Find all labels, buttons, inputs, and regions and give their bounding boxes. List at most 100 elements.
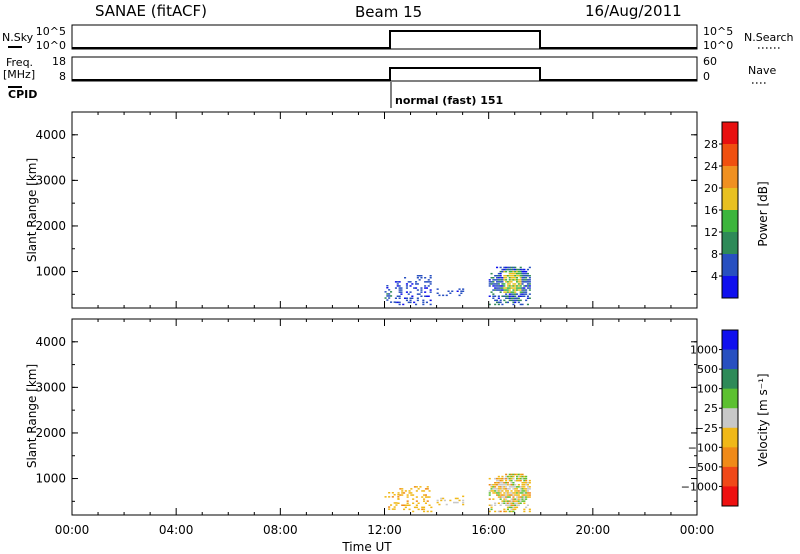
scatter-cell xyxy=(397,502,400,504)
scatter-cell xyxy=(525,277,528,279)
scatter-cell xyxy=(496,494,499,496)
scatter-cell xyxy=(521,287,524,289)
scatter-cell xyxy=(517,484,520,486)
scatter-cell xyxy=(399,488,402,490)
scatter-cell xyxy=(503,287,506,289)
scatter-cell xyxy=(510,482,513,484)
scatter-cell xyxy=(508,272,511,275)
scatter-cell xyxy=(512,287,515,289)
scatter-cell xyxy=(496,301,499,304)
scatter-cell xyxy=(403,508,406,511)
nave-right-tick-top: 60 xyxy=(703,55,717,68)
scatter-cell xyxy=(488,303,491,306)
scatter-cell xyxy=(510,281,513,283)
scatter-cell xyxy=(429,303,432,306)
scatter-cell xyxy=(499,277,502,279)
scatter-cell xyxy=(526,285,529,287)
scatter-cell xyxy=(388,492,391,494)
scatter-cell xyxy=(508,477,511,480)
scatter-cell xyxy=(523,508,526,511)
scatter-cell xyxy=(517,490,520,492)
scatter-cell xyxy=(406,500,409,502)
scatter-cell xyxy=(458,499,461,502)
scatter-cell xyxy=(492,285,495,287)
scatter-cell xyxy=(401,488,404,490)
scatter-cell xyxy=(506,285,509,287)
scatter-cell xyxy=(503,266,506,269)
scatter-cell xyxy=(521,275,524,277)
scatter-cell xyxy=(488,490,491,492)
scatter-cell xyxy=(415,496,418,498)
scatter-cell xyxy=(415,490,418,492)
scatter-cell xyxy=(510,266,513,269)
scatter-cell xyxy=(510,287,513,289)
scatter-cell xyxy=(499,496,502,498)
scatter-cell xyxy=(516,272,519,275)
scatter-cell xyxy=(390,291,393,293)
scatter-cell xyxy=(398,291,401,293)
scatter-cell xyxy=(525,479,528,482)
freq-label: Freq. xyxy=(6,56,33,69)
scatter-cell xyxy=(525,270,528,273)
scatter-cell xyxy=(494,279,497,281)
scatter-cell xyxy=(521,272,524,275)
scatter-cell xyxy=(526,482,529,484)
nsky-panel xyxy=(71,24,698,50)
scatter-cell xyxy=(417,508,420,511)
colorbar-tick-label: 16 xyxy=(704,204,718,217)
scatter-cell xyxy=(526,490,529,492)
scatter-cell xyxy=(428,496,431,498)
scatter-cell xyxy=(429,289,432,291)
scatter-cell xyxy=(420,287,423,289)
scatter-cell xyxy=(517,268,520,271)
scatter-cell xyxy=(514,484,517,486)
scatter-cell xyxy=(413,301,416,304)
scatter-cell xyxy=(519,303,522,306)
scatter-cell xyxy=(517,279,520,281)
scatter-cell xyxy=(384,496,387,498)
scatter-cell xyxy=(409,291,412,293)
scatter-cell xyxy=(425,295,428,297)
scatter-cell xyxy=(490,281,493,283)
scatter-cell xyxy=(421,508,424,511)
scatter-cell xyxy=(519,498,522,500)
scatter-cell xyxy=(514,266,517,269)
scatter-cell xyxy=(501,490,504,492)
scatter-cell xyxy=(528,482,531,484)
scatter-cell xyxy=(523,492,526,494)
scatter-cell xyxy=(496,492,499,494)
scatter-cell xyxy=(517,500,520,502)
nave-label: Nave xyxy=(748,64,776,77)
scatter-cell xyxy=(424,502,427,504)
scatter-cell xyxy=(497,279,500,281)
scatter-cell xyxy=(440,499,443,502)
scatter-cell xyxy=(422,301,425,304)
scatter-cell xyxy=(423,508,426,511)
scatter-cell xyxy=(398,301,401,304)
scatter-cell xyxy=(496,281,499,283)
scatter-cell xyxy=(404,490,407,492)
scatter-cell xyxy=(525,498,528,500)
scatter-cell xyxy=(521,482,524,484)
scatter-cell xyxy=(503,492,506,494)
scatter-cell xyxy=(401,492,404,494)
scatter-cell xyxy=(416,275,419,277)
colorbar-tick-label: 12 xyxy=(704,226,718,239)
colorbar-tick-label: 20 xyxy=(704,182,718,195)
scatter-cell xyxy=(397,498,400,500)
scatter-cell xyxy=(516,498,519,500)
scatter-cell xyxy=(505,275,508,277)
scatter-cell xyxy=(525,281,528,283)
scatter-cell xyxy=(488,492,491,494)
colorbar-segment xyxy=(722,254,738,277)
scatter-cell xyxy=(514,502,517,504)
scatter-cell xyxy=(517,494,520,496)
scatter-cell xyxy=(490,283,493,285)
scatter-cell xyxy=(514,291,517,293)
scatter-cell xyxy=(528,293,531,295)
scatter-cell xyxy=(517,295,520,297)
scatter-cell xyxy=(503,488,506,490)
scatter-cell xyxy=(436,501,439,504)
scatter-cell xyxy=(412,494,415,496)
scatter-cell xyxy=(510,498,513,500)
